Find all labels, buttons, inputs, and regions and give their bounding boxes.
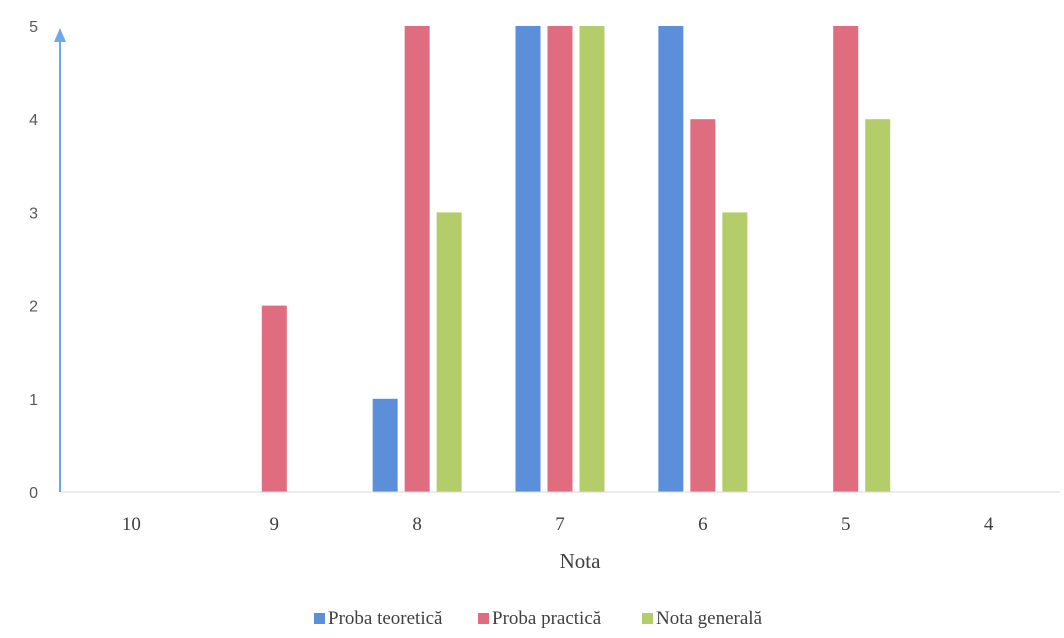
x-tick-label: 4 bbox=[984, 514, 994, 535]
x-tick-label: 8 bbox=[412, 514, 422, 535]
bar bbox=[833, 26, 859, 492]
legend-label: Nota generală bbox=[656, 608, 763, 629]
x-tick-label: 5 bbox=[841, 514, 851, 535]
y-tick-label: 2 bbox=[29, 299, 38, 316]
y-tick-label: 0 bbox=[29, 485, 38, 502]
y-tick-label: 4 bbox=[29, 112, 38, 129]
x-tick-label: 7 bbox=[555, 514, 565, 535]
y-tick-label: 3 bbox=[29, 205, 38, 222]
y-axis-arrowhead bbox=[54, 28, 66, 42]
legend-item: Proba practică bbox=[478, 608, 602, 629]
x-tick-label: 6 bbox=[698, 514, 708, 535]
legend-label: Proba practică bbox=[492, 608, 602, 629]
bar bbox=[722, 212, 748, 492]
bar bbox=[690, 119, 716, 492]
x-axis-ticks: 10 9 8 7 6 5 4 bbox=[122, 514, 994, 535]
legend-item: Proba teoretică bbox=[314, 608, 443, 629]
legend-swatch bbox=[478, 613, 489, 624]
bar bbox=[865, 119, 891, 492]
bar bbox=[436, 212, 462, 492]
bar bbox=[579, 26, 605, 492]
legend-swatch bbox=[642, 613, 653, 624]
x-tick-label: 10 bbox=[122, 514, 141, 535]
y-axis-ticks: 0 1 2 3 4 5 bbox=[29, 19, 38, 502]
bar bbox=[372, 398, 398, 492]
legend-item: Nota generală bbox=[642, 608, 763, 629]
legend: Proba teoretică Proba practică Nota genera… bbox=[314, 608, 763, 629]
legend-label: Proba teoretică bbox=[328, 608, 443, 629]
bar bbox=[547, 26, 573, 492]
y-tick-label: 5 bbox=[29, 19, 38, 36]
x-axis-label: Nota bbox=[560, 549, 602, 573]
bar bbox=[515, 26, 541, 492]
bar bbox=[658, 26, 684, 492]
legend-swatch bbox=[314, 613, 325, 624]
x-tick-label: 9 bbox=[270, 514, 280, 535]
y-tick-label: 1 bbox=[29, 392, 38, 409]
bar bbox=[261, 305, 287, 492]
bar bbox=[404, 26, 430, 492]
bars-group bbox=[261, 26, 891, 492]
